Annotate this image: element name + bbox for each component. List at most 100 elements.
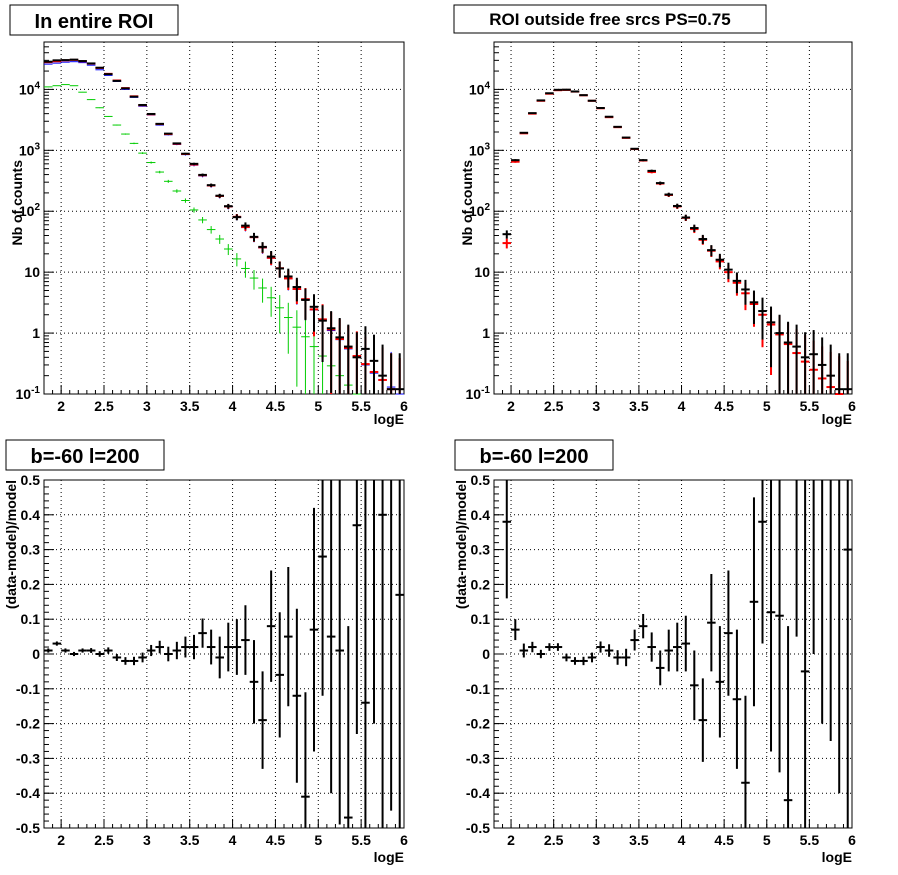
plot-frame	[493, 41, 853, 395]
x-tick-label: 2	[57, 398, 65, 414]
x-axis-label: logE	[822, 411, 852, 427]
x-tick-label: 2.5	[544, 398, 564, 414]
y-tick-label: 0.5	[21, 472, 41, 488]
x-tick-label: 6	[400, 832, 408, 848]
y-tick-label: 0.1	[471, 611, 491, 627]
title-box	[453, 4, 767, 34]
x-tick-label: 3.5	[180, 832, 200, 848]
y-tick-exponent: 3	[34, 141, 40, 152]
y-tick-label: 1	[32, 325, 40, 341]
y-tick-label: 104	[19, 80, 41, 97]
y-tick-label: -0.4	[16, 785, 40, 801]
x-tick-label: 5	[763, 398, 771, 414]
chart-marks	[502, 88, 852, 395]
title-box	[9, 4, 179, 36]
x-axis-label: logE	[822, 849, 852, 865]
chart-marks	[44, 480, 404, 828]
panel-title: b=-60 l=200	[31, 446, 140, 468]
y-tick-label: -0.2	[16, 716, 40, 732]
y-axis-label: Nb of counts	[9, 160, 25, 246]
y-tick-label: 0.4	[471, 507, 491, 523]
y-tick-label: -0.4	[466, 785, 490, 801]
x-tick-label: 5.5	[351, 398, 371, 414]
x-tick-label: 5.5	[351, 832, 371, 848]
y-tick-label: 0.4	[21, 507, 41, 523]
panel-residual-right: 2 2.5 3 3.5 4 4.5 5 5.5 6 -0.5 -0.4 -0.3 -0.2 -0.1 0 0.…	[453, 439, 856, 865]
x-tick-label: 5	[314, 832, 322, 848]
y-tick-label: 10-1	[466, 385, 491, 402]
y-tick-label: 103	[19, 141, 41, 158]
x-tick-label: 3	[592, 398, 600, 414]
y-tick-label: 1	[482, 325, 490, 341]
y-tick-exponent: -1	[481, 385, 490, 396]
y-tick-exponent: 2	[34, 202, 40, 213]
y-tick-label: 0.5	[471, 472, 491, 488]
x-tick-label: 3	[143, 832, 151, 848]
y-axis-label: Nb of counts	[459, 160, 475, 246]
x-tick-label: 6	[848, 832, 856, 848]
y-tick-label: 10	[24, 264, 40, 280]
y-tick-exponent: 4	[484, 80, 490, 91]
y-axis-label: (data-model)/model	[3, 480, 19, 609]
x-tick-label: 5	[763, 832, 771, 848]
y-tick-label: -0.1	[16, 681, 40, 697]
y-tick-label: 0.3	[21, 542, 41, 558]
x-tick-label: 4	[678, 832, 686, 848]
y-tick-label: 0.2	[21, 576, 41, 592]
x-tick-label: 2	[57, 832, 65, 848]
x-tick-label: 5.5	[800, 832, 820, 848]
x-tick-label: 6	[848, 398, 856, 414]
axis-ticks: 2 2.5 3 3.5 4 4.5 5 5.5 6 -0.5 -0.4 -0.3 -0.2 -0.1 0 0.…	[466, 472, 856, 848]
title-box	[454, 439, 614, 471]
y-tick-label: -0.5	[16, 820, 40, 836]
x-tick-label: 2	[507, 832, 515, 848]
y-tick-exponent: 2	[484, 202, 490, 213]
plot-frame	[43, 41, 405, 395]
x-tick-label: 3.5	[180, 398, 200, 414]
y-tick-label: -0.3	[16, 750, 40, 766]
x-tick-label: 4.5	[714, 832, 734, 848]
x-tick-label: 4	[229, 398, 237, 414]
y-tick-label: 10	[474, 264, 490, 280]
y-tick-label: 104	[469, 80, 491, 97]
y-tick-label: 10-1	[16, 385, 41, 402]
plot-frame	[493, 479, 853, 829]
x-tick-label: 3.5	[629, 832, 649, 848]
panel-title: b=-60 l=200	[480, 446, 589, 468]
y-tick-exponent: 3	[484, 141, 490, 152]
x-tick-label: 5	[314, 398, 322, 414]
y-tick-label: 0.1	[21, 611, 41, 627]
panel-title: In entire ROI	[35, 11, 154, 33]
y-tick-exponent: -1	[31, 385, 40, 396]
y-axis-label: (data-model)/model	[453, 480, 469, 609]
grid-lines	[44, 480, 404, 828]
x-tick-label: 4	[229, 832, 237, 848]
y-tick-label: 0.2	[471, 576, 491, 592]
x-tick-label: 4	[678, 398, 686, 414]
x-tick-label: 2.5	[94, 398, 114, 414]
chart-marks	[502, 480, 852, 828]
y-tick-label: -0.3	[466, 750, 490, 766]
title-box	[5, 439, 165, 471]
x-axis-label: logE	[374, 849, 404, 865]
x-tick-label: 4.5	[266, 832, 286, 848]
y-tick-label: 103	[469, 141, 491, 158]
x-tick-label: 2	[507, 398, 515, 414]
x-tick-label: 3	[592, 832, 600, 848]
x-tick-label: 2.5	[544, 832, 564, 848]
y-tick-label: -0.1	[466, 681, 490, 697]
x-tick-label: 6	[400, 398, 408, 414]
x-tick-label: 4.5	[714, 398, 734, 414]
x-axis-label: logE	[374, 411, 404, 427]
x-tick-label: 3.5	[629, 398, 649, 414]
panel-title: ROI outside free srcs PS=0.75	[489, 10, 730, 29]
y-tick-label: 0	[32, 646, 40, 662]
y-tick-label: -0.2	[466, 716, 490, 732]
y-tick-label: 0.3	[471, 542, 491, 558]
y-tick-label: 0	[482, 646, 490, 662]
axis-ticks: 2 2.5 3 3.5 4 4.5 5 5.5 6 -0.5 -0.4 -0.3 -0.2 -0.1 0 0.…	[16, 472, 408, 848]
